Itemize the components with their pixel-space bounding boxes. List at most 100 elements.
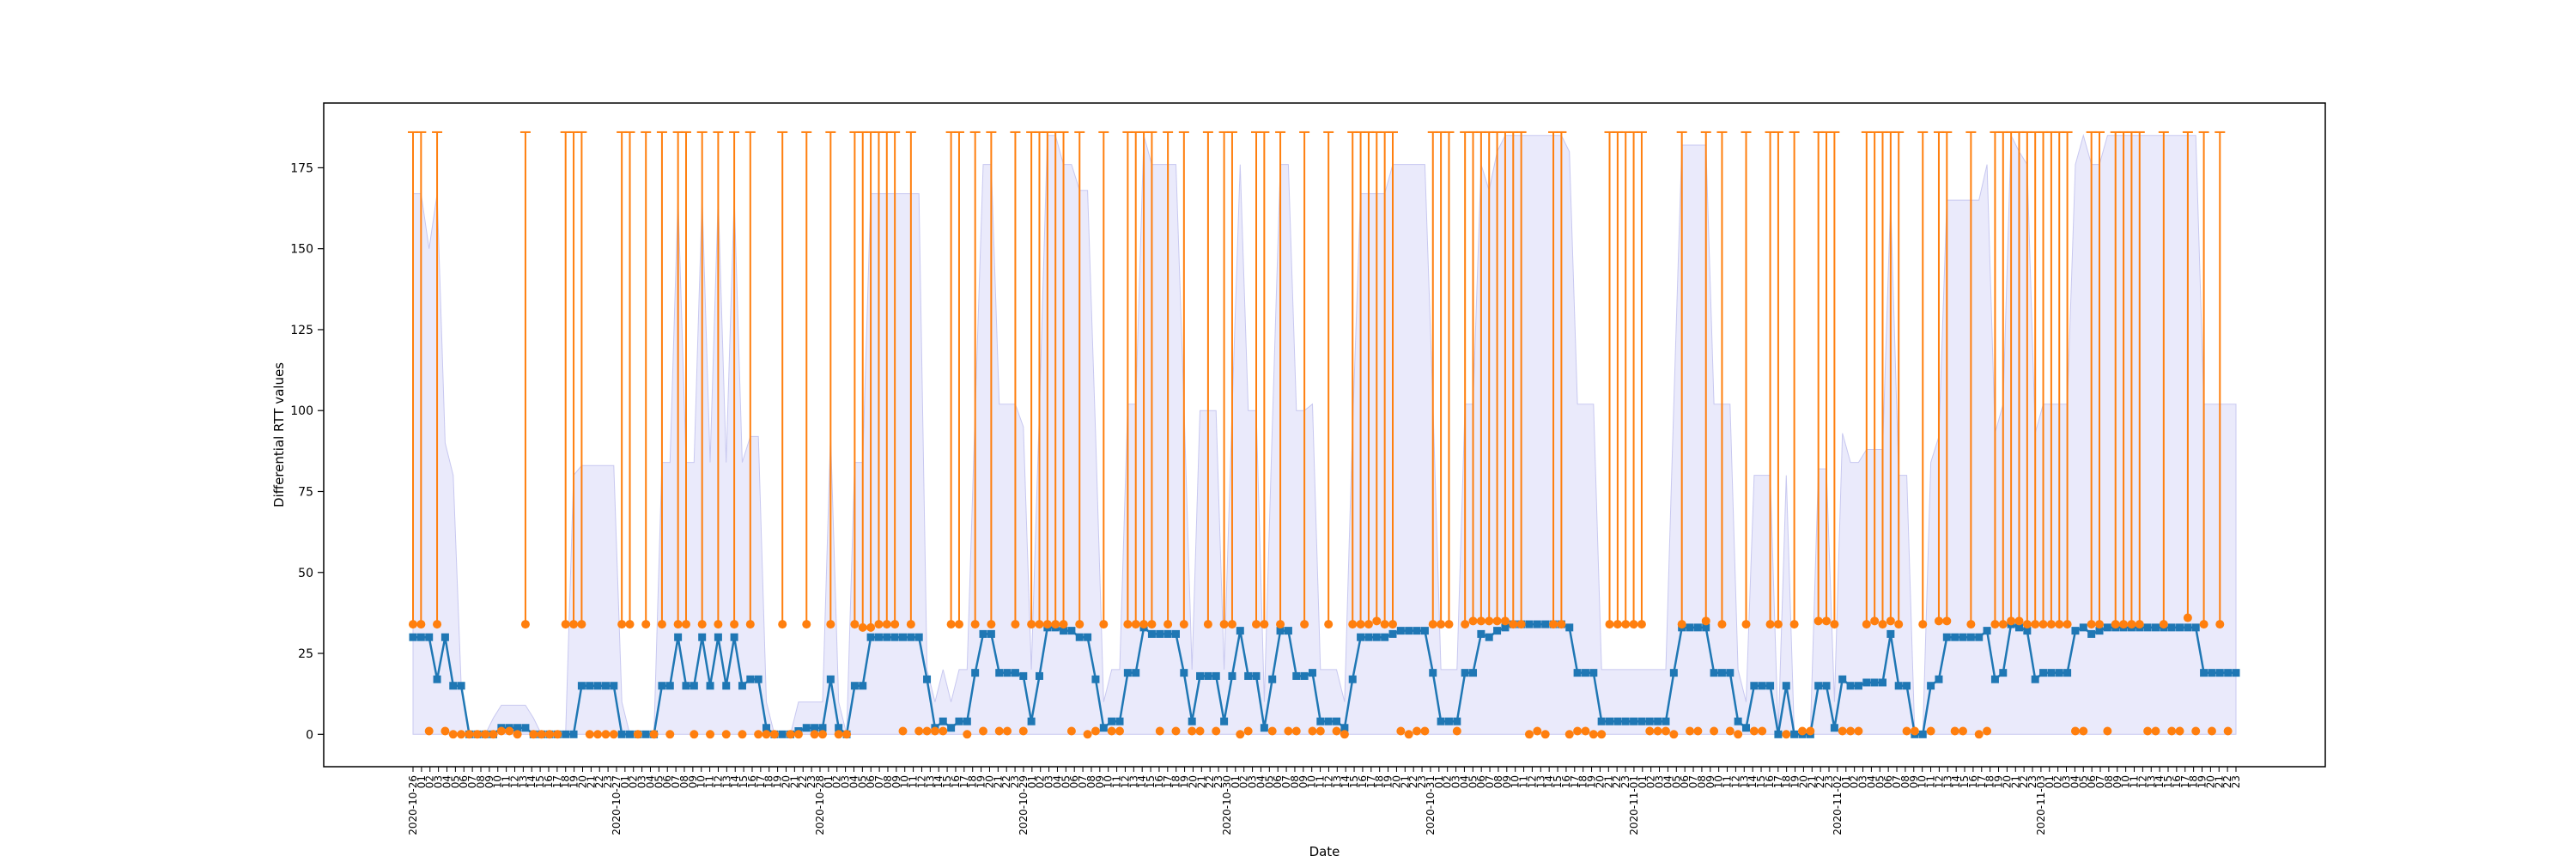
y-tick-label-150: 150 (290, 243, 313, 257)
errorbar-point-2 (424, 726, 434, 736)
line-point-111 (1300, 671, 1309, 680)
line-point-57 (866, 633, 875, 641)
errorbar-point-86 (1099, 620, 1109, 629)
errorbar-point-154 (1645, 726, 1655, 736)
x-tick-label-19: 19 (568, 775, 580, 788)
line-point-176 (1822, 682, 1831, 690)
line-point-172 (1790, 730, 1799, 738)
errorbar-point-119 (1364, 620, 1373, 629)
errorbar-point-180 (1854, 726, 1863, 736)
errorbar-point-186 (1902, 726, 1911, 736)
x-tick-label-34: 10 (696, 775, 708, 788)
line-point-4 (440, 633, 449, 641)
errorbar-point-6 (457, 730, 466, 739)
line-point-170 (1774, 730, 1783, 738)
errorbar-point-194 (1966, 620, 1976, 629)
line-point-86 (1099, 724, 1108, 732)
line-point-37 (706, 682, 714, 690)
errorbar-point-39 (721, 730, 731, 739)
line-point-105 (1252, 671, 1261, 680)
errorbar-point-190 (1934, 616, 1943, 626)
line-point-196 (1983, 627, 1991, 635)
errorbar-point-26 (617, 620, 627, 629)
x-tick-label-26: 02 (628, 775, 640, 788)
line-point-163 (1717, 669, 1726, 677)
x-tick-label-103: 07 (1280, 775, 1292, 788)
errorbar-point-171 (1782, 730, 1791, 739)
errorbar-point-92 (1147, 620, 1157, 629)
line-point-156 (1662, 717, 1670, 725)
line-point-69 (963, 717, 971, 725)
x-tick-label-92: 20 (1187, 775, 1199, 788)
x-tick-label-162: 18 (1781, 775, 1793, 788)
errorbar-point-158 (1677, 620, 1686, 629)
errorbar-point-90 (1131, 620, 1140, 629)
line-point-52 (826, 675, 835, 683)
errorbar-point-49 (802, 620, 811, 629)
line-point-92 (1147, 629, 1156, 638)
x-tick-label-143: 23 (1619, 775, 1631, 788)
x-tick-label-93: 21 (1195, 775, 1207, 788)
x-tick-label-182: 14 (1950, 775, 1962, 788)
line-point-194 (1966, 633, 1975, 641)
errorbar-point-5 (448, 730, 458, 739)
x-tick-label-60: 12 (916, 775, 928, 788)
errorbar-point-55 (850, 620, 860, 629)
x-axis: 2020-10-26010203040506070809101112131415… (407, 767, 2242, 835)
errorbar-point-170 (1773, 620, 1783, 629)
line-point-64 (923, 675, 932, 683)
errorbar-point-48 (793, 730, 803, 739)
line-point-36 (698, 633, 707, 641)
x-tick-label-8: 08 (475, 775, 487, 788)
errorbar-point-103 (1236, 730, 1245, 739)
errorbar-point-195 (1974, 730, 1984, 739)
y-tick-label-125: 125 (290, 324, 313, 337)
line-point-21 (577, 682, 586, 690)
x-tick-label-130: 10 (1510, 775, 1522, 788)
x-tick-label-68: 20 (984, 775, 996, 788)
line-point-110 (1292, 671, 1301, 680)
line-point-38 (714, 633, 722, 641)
errorbar-point-142 (1549, 620, 1558, 629)
line-point-39 (722, 682, 731, 690)
line-point-161 (1702, 623, 1710, 632)
line-point-179 (1846, 682, 1855, 690)
errorbar-point-204 (2046, 620, 2056, 629)
x-tick-label-90: 18 (1170, 775, 1182, 788)
x-tick-label-173: 05 (1874, 775, 1886, 788)
x-tick-label-25: 01 (619, 775, 631, 788)
line-point-115 (1333, 717, 1341, 725)
line-point-157 (1669, 669, 1678, 677)
errorbar-point-183 (1878, 620, 1887, 629)
x-tick-label-13: 13 (517, 775, 529, 788)
errorbar-point-215 (2135, 620, 2144, 629)
line-point-33 (674, 633, 683, 641)
x-tick-label-140: 20 (1594, 775, 1606, 788)
errorbar-point-22 (585, 730, 594, 739)
line-point-102 (1228, 671, 1236, 680)
x-tick-label-203: 11 (2129, 775, 2141, 788)
x-tick-label-16: 16 (543, 775, 555, 788)
errorbar-point-79 (1042, 620, 1052, 629)
line-point-106 (1260, 724, 1268, 732)
line-point-84 (1084, 633, 1092, 641)
line-point-154 (1645, 717, 1654, 725)
x-tick-label-63: 15 (941, 775, 953, 788)
line-point-116 (1340, 724, 1349, 732)
errorbar-point-214 (2127, 620, 2136, 629)
x-tick-label-37: 13 (720, 775, 732, 788)
line-point-42 (746, 675, 755, 683)
line-point-100 (1212, 671, 1220, 680)
errorbar-point-58 (874, 620, 884, 629)
x-tick-label-89: 17 (1162, 775, 1174, 788)
errorbar-point-140 (1533, 726, 1542, 736)
errorbar-point-46 (778, 620, 787, 629)
line-point-227 (2232, 669, 2240, 677)
x-tick-label-168: 2020-11-02 (1832, 775, 1844, 835)
errorbar-point-159 (1686, 726, 1695, 736)
x-tick-label-6: 06 (458, 775, 470, 788)
x-tick-label-121: 01 (1433, 775, 1445, 788)
line-point-23 (593, 682, 602, 690)
errorbar-point-21 (577, 620, 586, 629)
x-tick-label-154: 10 (1713, 775, 1725, 788)
